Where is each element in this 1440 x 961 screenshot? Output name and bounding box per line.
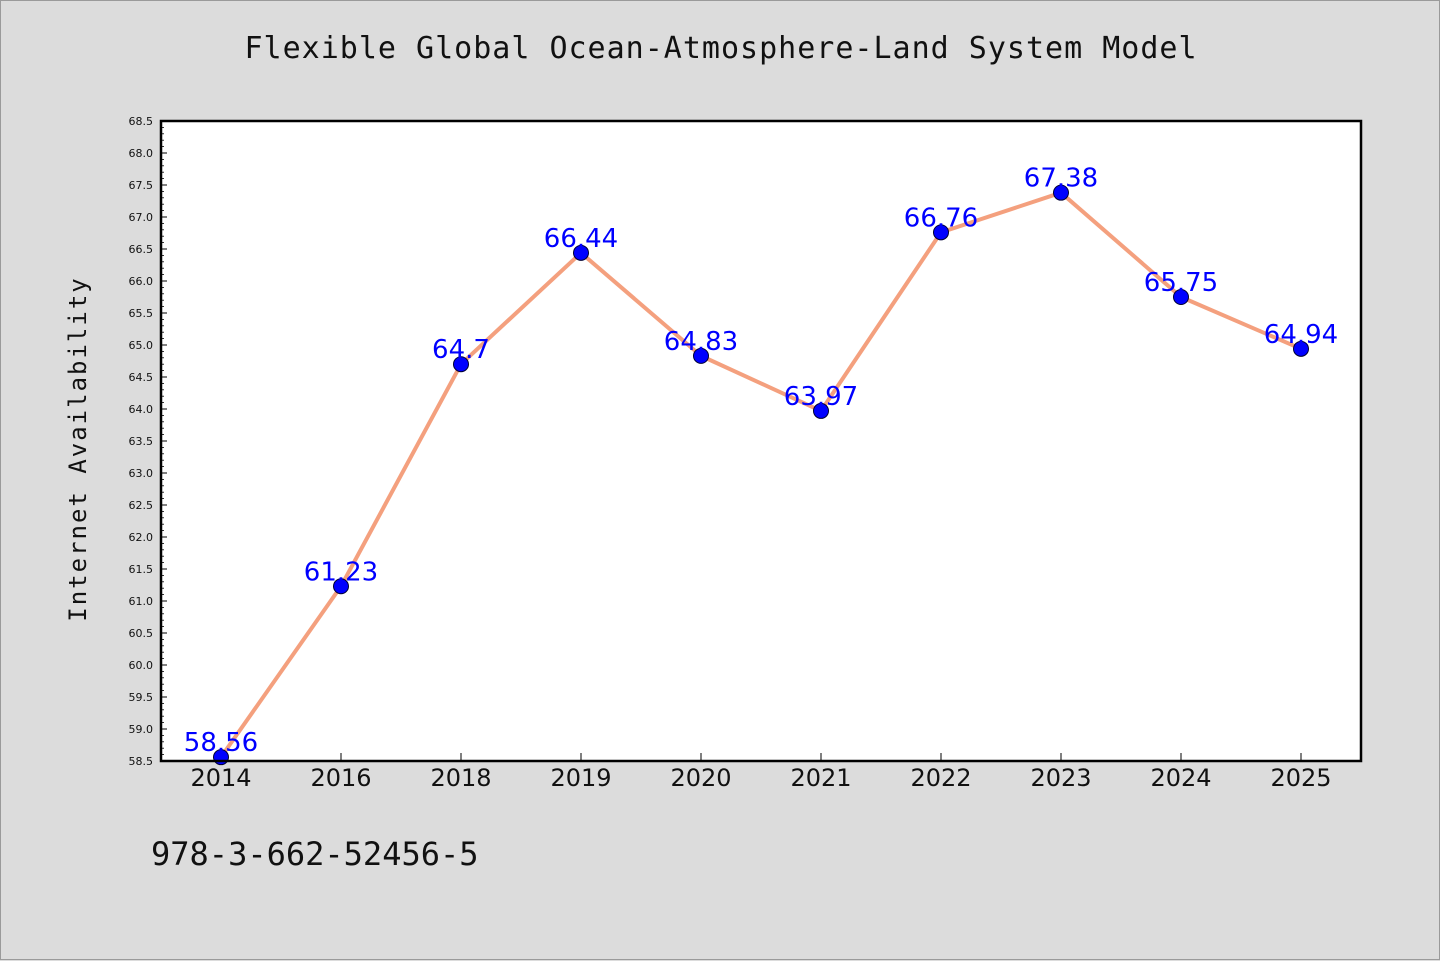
data-label: 67.38	[1024, 164, 1098, 194]
y-tick-label: 66.5	[129, 243, 154, 256]
data-point	[1173, 289, 1189, 305]
y-tick-label: 60.0	[129, 659, 154, 672]
y-tick-label: 61.0	[129, 595, 154, 608]
y-tick-label: 59.0	[129, 723, 154, 736]
y-tick-label: 68.0	[129, 147, 154, 160]
y-tick-label: 65.0	[129, 339, 154, 352]
y-tick-label: 61.5	[129, 563, 154, 576]
data-point	[333, 578, 349, 595]
y-tick-label: 63.5	[129, 435, 154, 448]
data-point	[813, 402, 829, 419]
y-tick-label: 60.5	[129, 627, 154, 640]
data-label: 58.56	[184, 728, 258, 758]
x-tick-label: 2025	[1270, 764, 1331, 792]
y-tick-label: 65.5	[129, 307, 154, 320]
series-line	[219, 190, 1302, 759]
data-point	[573, 244, 589, 261]
y-tick-label: 64.0	[129, 403, 154, 416]
footer-code: 978-3-662-52456-5	[151, 835, 479, 873]
y-tick-label: 68.5	[129, 115, 154, 128]
data-label: 66.44	[544, 224, 618, 254]
data-point	[453, 356, 469, 373]
y-tick-label: 59.5	[129, 691, 154, 704]
data-label: 64.94	[1264, 320, 1338, 350]
plot-area	[161, 121, 1361, 761]
y-tick-label: 64.5	[129, 371, 154, 384]
x-tick-label: 2020	[670, 764, 731, 792]
data-label: 66.76	[904, 203, 978, 233]
data-point	[693, 347, 709, 364]
x-tick-label: 2018	[430, 764, 491, 792]
x-tick-label: 2021	[790, 764, 851, 792]
x-tick-label: 2023	[1030, 764, 1091, 792]
y-tick-label: 62.0	[129, 531, 154, 544]
data-label: 64.7	[432, 335, 490, 365]
x-tick-label: 2024	[1150, 764, 1211, 792]
x-tick-label: 2019	[550, 764, 611, 792]
x-tick-label: 2014	[190, 764, 251, 792]
data-label: 63.97	[784, 382, 858, 412]
y-tick-label: 63.0	[129, 467, 154, 480]
data-point	[1053, 184, 1069, 201]
data-point	[1293, 340, 1309, 357]
plot-frame	[159, 119, 1363, 763]
x-tick-label: 2016	[310, 764, 371, 792]
x-tick-label: 2022	[910, 764, 971, 792]
y-tick-label: 58.5	[129, 755, 154, 768]
data-label: 65.75	[1144, 268, 1218, 298]
chart-title: Flexible Global Ocean-Atmosphere-Land Sy…	[244, 31, 1198, 66]
data-label: 61.23	[304, 557, 378, 587]
y-tick-label: 62.5	[129, 499, 154, 512]
data-label: 64.83	[664, 327, 738, 357]
y-tick-label: 67.0	[129, 211, 154, 224]
y-tick-label: 67.5	[129, 179, 154, 192]
y-tick-label: 66.0	[129, 275, 154, 288]
data-point	[933, 224, 949, 241]
